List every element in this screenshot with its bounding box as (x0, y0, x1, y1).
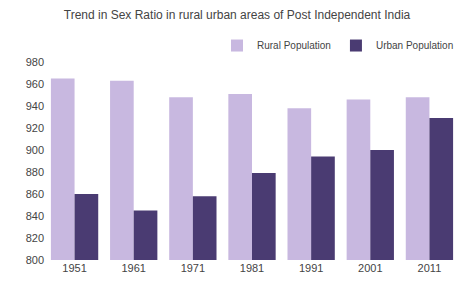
svg-text:880: 880 (26, 166, 44, 178)
svg-text:960: 960 (26, 78, 44, 90)
svg-text:Rural Population: Rural Population (257, 40, 331, 51)
svg-text:2011: 2011 (418, 262, 442, 274)
svg-text:820: 820 (26, 232, 44, 244)
svg-text:Trend in Sex Ratio in rural ur: Trend in Sex Ratio in rural urban areas … (64, 8, 411, 22)
svg-text:900: 900 (26, 144, 44, 156)
svg-text:1951: 1951 (62, 262, 86, 274)
svg-text:920: 920 (26, 122, 44, 134)
svg-text:840: 840 (26, 210, 44, 222)
svg-text:2001: 2001 (358, 262, 382, 274)
svg-text:860: 860 (26, 188, 44, 200)
svg-text:1961: 1961 (121, 262, 145, 274)
svg-text:1971: 1971 (181, 262, 205, 274)
svg-text:980: 980 (26, 56, 44, 68)
svg-text:1991: 1991 (299, 262, 323, 274)
svg-text:800: 800 (26, 254, 44, 266)
svg-text:1981: 1981 (240, 262, 264, 274)
svg-text:Urban Population: Urban Population (376, 40, 453, 51)
svg-text:940: 940 (26, 100, 44, 112)
